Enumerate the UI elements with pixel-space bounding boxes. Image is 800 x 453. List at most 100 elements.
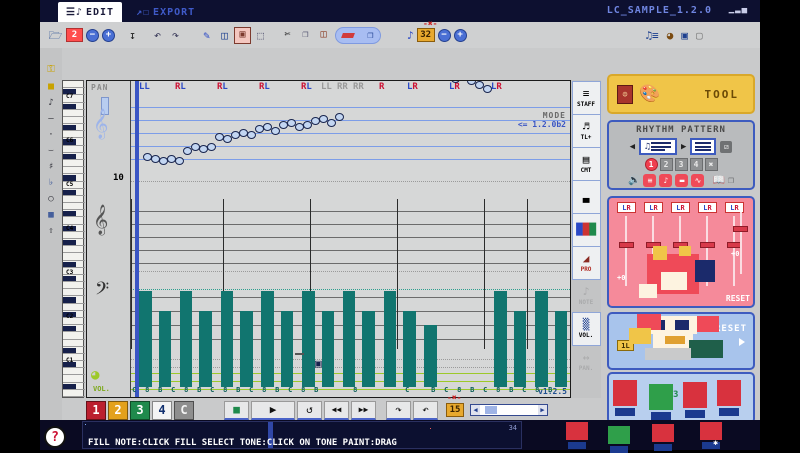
piano-white-key[interactable] [63,332,85,340]
pro-tool[interactable]: ◢ PRO [571,246,601,280]
pattern-slot-3[interactable]: 3 [674,158,688,171]
note-box-icon[interactable]: ◫ [221,28,228,42]
note-head[interactable] [335,113,344,121]
piano-white-key[interactable] [63,203,85,211]
piano-black-key[interactable] [63,103,76,109]
open-book-icon[interactable]: 📖 [712,175,725,186]
note-head[interactable] [287,119,296,127]
piano-white-key[interactable] [63,289,85,297]
note-head[interactable] [475,81,484,89]
pencil-icon[interactable]: ✎ [203,28,210,42]
tone-letter[interactable]: B [197,386,202,394]
rewind-button[interactable]: ◀◀ [324,400,349,420]
stamp-icon[interactable]: ▣ [234,26,251,44]
pattern-slot-✖[interactable]: ✖ [704,158,718,171]
piano-white-key[interactable] [63,261,85,268]
rhythm-prev-button[interactable]: ◀ [629,141,635,152]
mixer-channel-tag-2[interactable]: LR [671,202,690,213]
copy-icon[interactable]: ❐ [727,175,734,186]
piano-white-key[interactable] [63,138,85,146]
page-number-badge[interactable]: 2 [66,28,83,42]
volume-bar[interactable] [199,311,212,387]
tone-letter[interactable]: C [171,386,176,394]
quantize-minus-button[interactable]: − [437,28,451,42]
piano-white-key[interactable] [63,311,85,318]
note-head[interactable] [327,119,336,127]
repeat-button[interactable]: ↷ [386,400,411,420]
score-editor[interactable]: PAN LL RL RL RL RL LL RR RR R LR LR LR MODE <= 1.2.… [86,80,571,398]
song-window-active-icon[interactable]: ▣ [681,28,688,42]
channel-label-8[interactable]: R [379,82,385,92]
scroll-left-arrow[interactable]: ◀ [471,405,480,415]
channel-label-5[interactable]: LL [321,82,332,92]
scroll-right-arrow[interactable]: ▶ [538,405,547,415]
volume-bar[interactable] [179,291,193,387]
note-head[interactable] [271,127,280,135]
rhythm-style-3-button[interactable]: ▬ [675,174,689,187]
dice-randomize-button[interactable]: ⚂ [720,140,733,153]
note-tool-icon[interactable]: ♪ [48,98,54,108]
track-button-1[interactable]: 1 [86,400,106,420]
mixer-channel-tag-1[interactable]: LR [644,202,663,213]
loop-button[interactable]: ↺ [297,400,322,420]
volume-bar[interactable] [403,311,416,387]
note-head[interactable] [303,121,312,129]
volume-bar[interactable] [554,311,568,387]
tone-letter[interactable]: 8 [223,386,228,394]
piano-black-key[interactable] [63,153,76,159]
tie-tool-icon[interactable]: ⌣ [48,146,54,156]
tone-letter[interactable]: C [210,386,215,394]
piano-black-key[interactable] [63,383,76,389]
character-panel-lower[interactable]: 3 [607,372,755,424]
volume-bar[interactable] [383,291,397,387]
song-window-icon[interactable]: ▢ [695,28,703,42]
tone-letter[interactable]: C [522,386,527,394]
piano-white-key[interactable] [63,103,85,110]
tone-letter[interactable]: C [132,386,137,394]
tone-letter[interactable]: 8 [301,386,306,394]
piano-black-key[interactable] [63,225,76,231]
piano-white-key[interactable] [63,325,85,333]
piano-black-key[interactable] [63,125,76,131]
piano-white-key[interactable] [63,225,85,232]
piano-white-key[interactable] [63,146,85,153]
folder-icon[interactable]: 🗁 [48,28,63,42]
mixer-panel[interactable]: RESET LR LR LR LR LR +0 +0 [607,196,755,308]
mixer-reset-button[interactable]: RESET [725,294,750,303]
comment-tool[interactable]: ▤ CMT [571,147,601,181]
piano-white-key[interactable] [63,239,85,247]
pan-fader[interactable] [101,97,109,115]
piano-white-key[interactable] [63,347,85,354]
volume-bar[interactable] [535,291,548,387]
piano-black-key[interactable] [63,311,76,317]
rhythm-next-button[interactable]: ▶ [681,141,687,152]
channel-label-4[interactable]: RL [301,82,312,92]
volume-bar[interactable] [302,291,315,387]
piano-white-key[interactable] [63,268,85,275]
play-button[interactable]: ▶ [251,400,295,420]
horizontal-scrollbar[interactable]: ◀ ▶ [470,404,548,416]
pan-view-tool[interactable]: ↔ PAN. [573,346,600,378]
piano-white-key[interactable] [63,253,85,261]
volume-bar[interactable] [280,311,294,387]
piano-white-key[interactable] [63,167,85,175]
character-next-arrow[interactable] [739,338,745,346]
minimap-playhead[interactable] [268,422,273,448]
mixer-channel-tag-4[interactable]: LR [725,202,744,213]
volume-view-tool[interactable]: ▒ VOL. [571,312,601,346]
piano-white-key[interactable] [63,117,85,125]
piano-white-key[interactable] [63,390,85,397]
piano-black-key[interactable] [63,326,76,332]
piano-white-key[interactable] [63,354,85,362]
piano-white-key[interactable] [63,81,85,89]
help-button[interactable]: ? [44,426,66,448]
tone-letter[interactable]: C [444,386,449,394]
slur-tool[interactable]: ▃ [571,180,601,214]
note-head[interactable] [483,85,492,93]
channel-label-6[interactable]: RR [337,82,348,92]
page-minus-button[interactable]: − [86,28,99,42]
marquee-select-icon[interactable]: ⬚ [257,28,264,42]
piano-white-key[interactable] [63,232,85,239]
circle-tool-icon[interactable]: ○ [48,194,54,204]
tone-letter[interactable]: C [249,386,254,394]
